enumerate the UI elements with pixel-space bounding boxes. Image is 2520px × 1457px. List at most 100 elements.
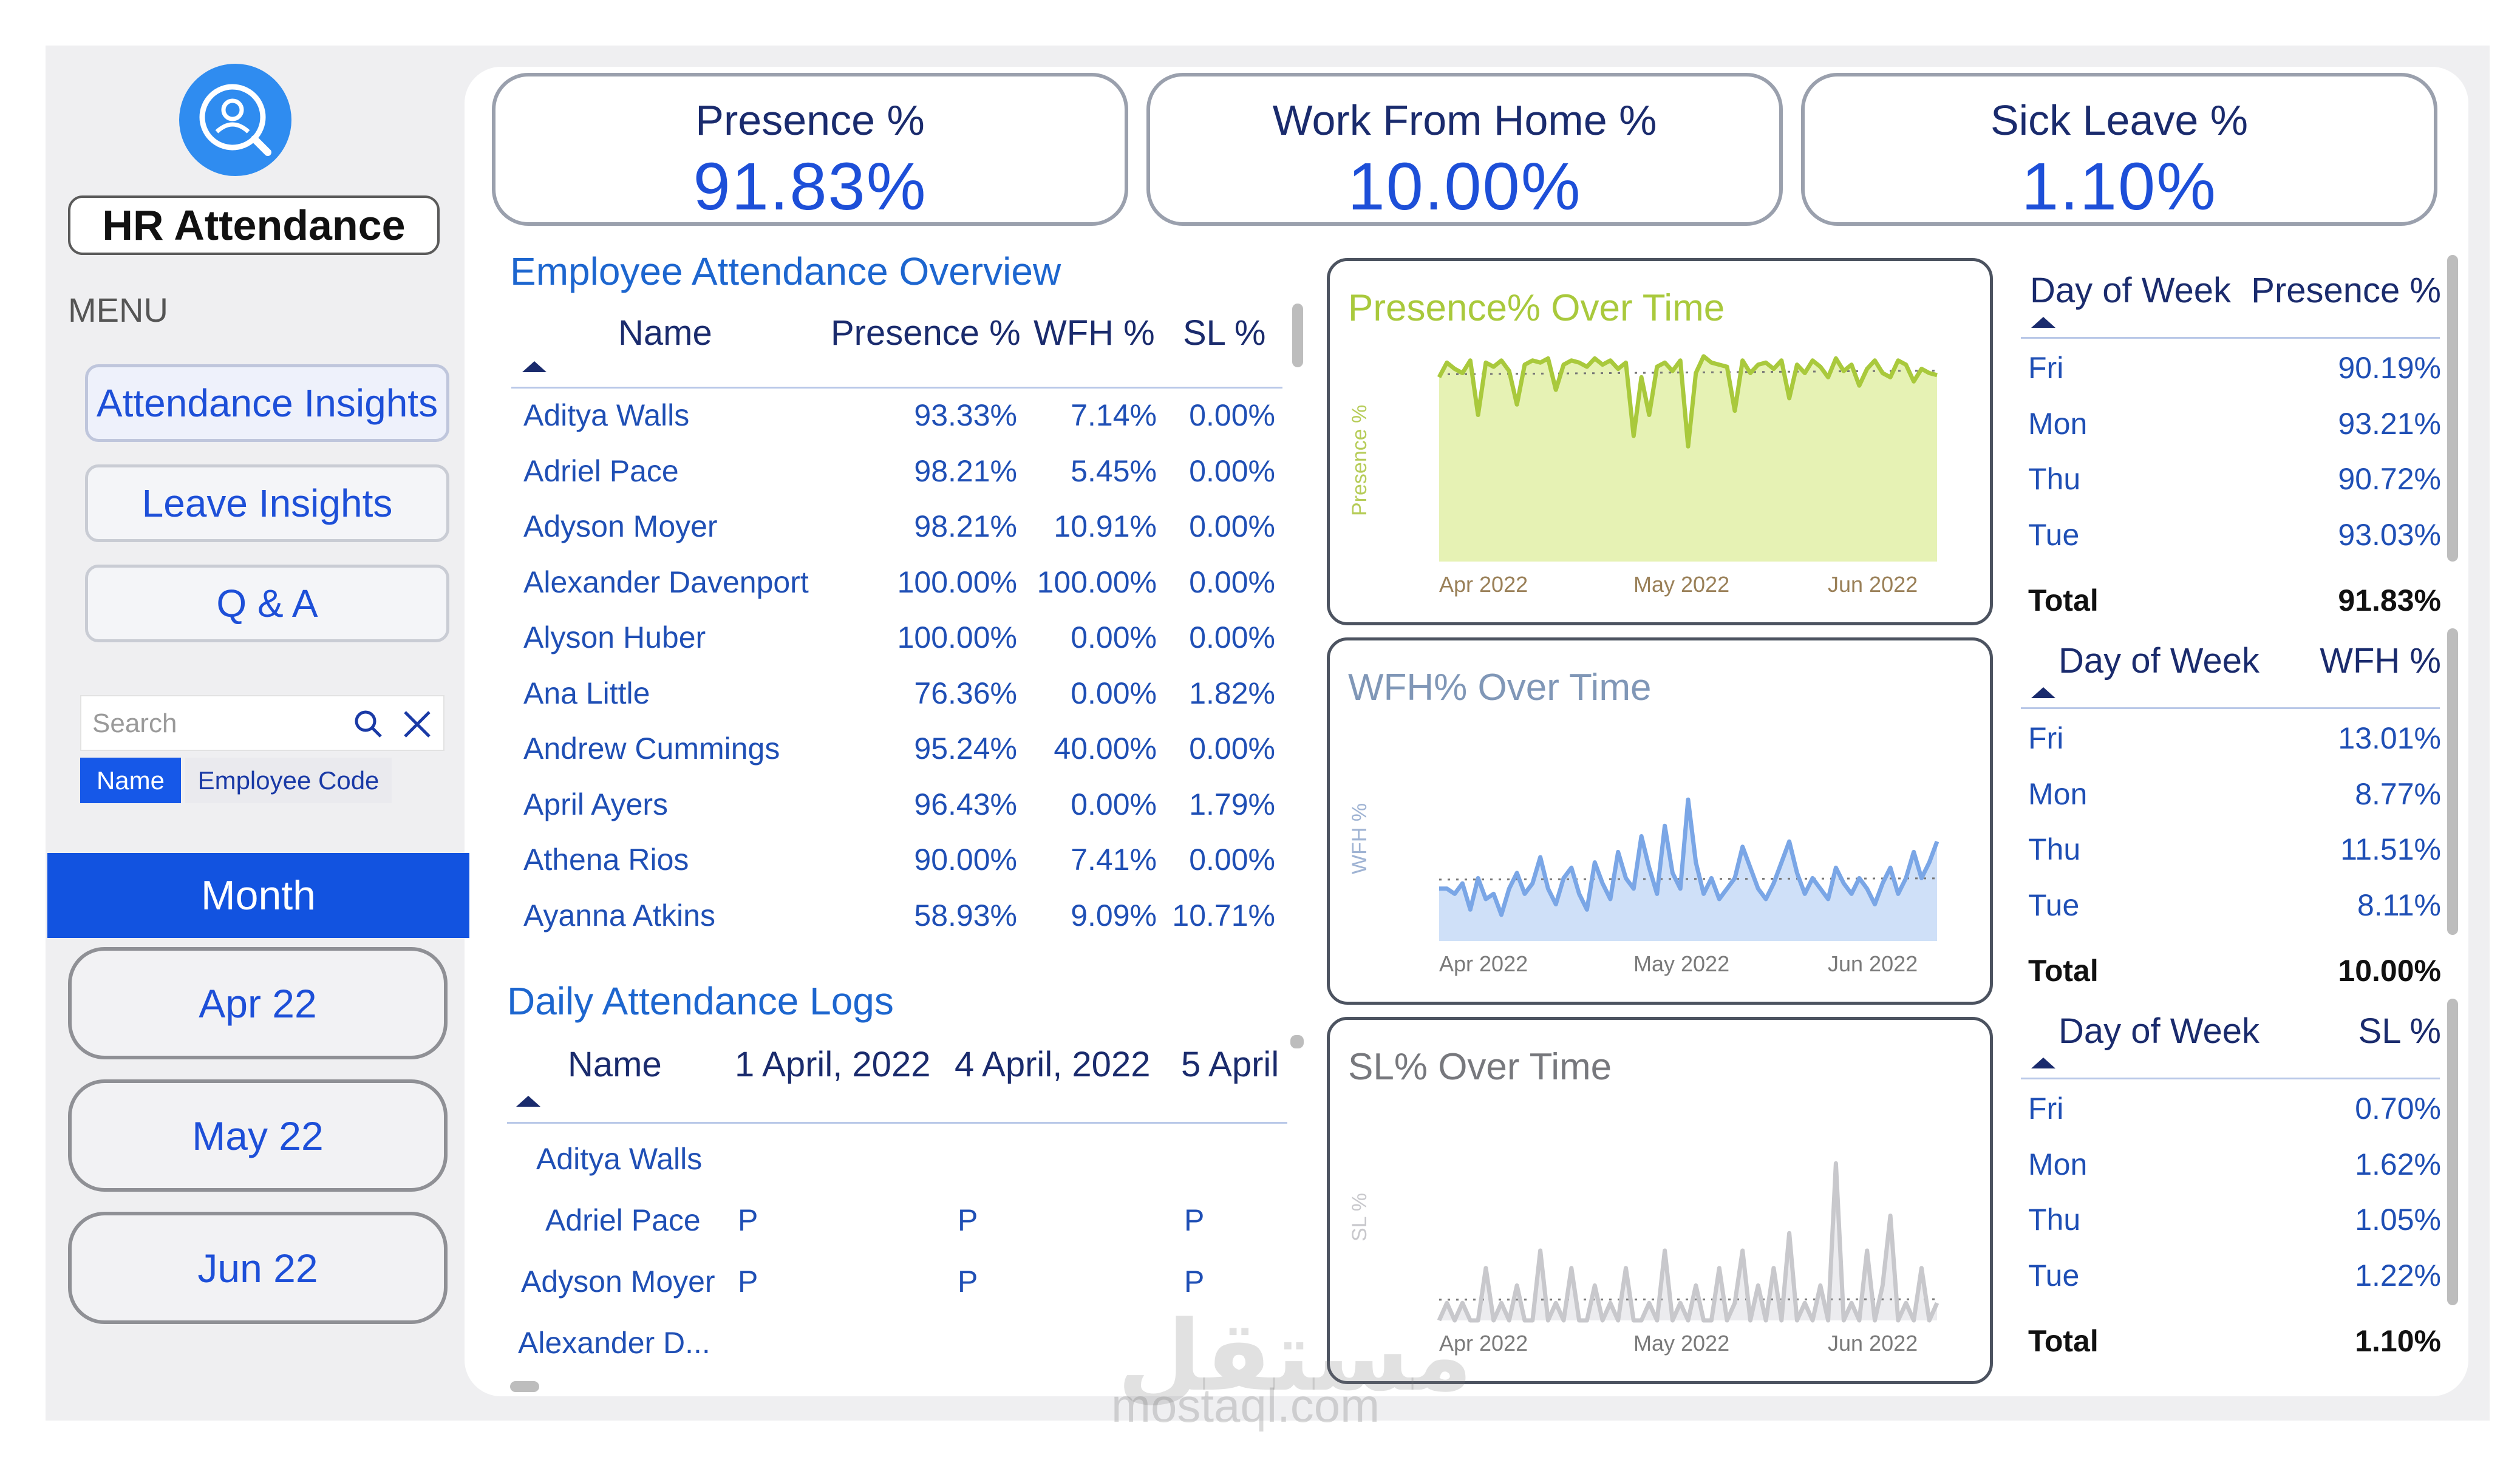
clear-icon[interactable] [400, 707, 434, 744]
value-cell: 0.00% [1189, 843, 1275, 877]
dow-day-cell: Thu [2028, 1203, 2081, 1237]
month-may-22[interactable]: May 22 [68, 1079, 448, 1192]
log-employee-name[interactable]: Aditya Walls [536, 1142, 703, 1176]
value-cell: 98.21% [914, 509, 1017, 543]
sl-chart-card: SL% Over Time SL % Apr 2022 May 2022 Jun 2… [1327, 1017, 1993, 1384]
presence-chart[interactable]: Apr 2022 May 2022 Jun 2022 [1330, 261, 1990, 622]
nav-attendance-insights[interactable]: Attendance Insights [85, 364, 449, 442]
dow-day-cell: Tue [2028, 888, 2080, 922]
dow-header-divider [2021, 1078, 2440, 1079]
value-cell: 76.36% [914, 676, 1017, 710]
search-by-name-toggle[interactable]: Name [80, 758, 181, 803]
hr-search-icon [179, 64, 291, 176]
dow-col-day[interactable]: Day of Week [2059, 1011, 2259, 1051]
presence-chart-card: Presence% Over Time Presence % Apr 2022 M… [1327, 258, 1993, 625]
log-col-date-2[interactable]: 4 April, 2022 [955, 1045, 1151, 1084]
overview-scrollbar[interactable] [1292, 304, 1303, 367]
nav-qa[interactable]: Q & A [85, 565, 449, 642]
series-line[interactable] [1437, 1161, 1939, 1323]
wfh-chart[interactable]: Apr 2022 May 2022 Jun 2022 [1330, 640, 1990, 1002]
header-divider [511, 387, 1282, 389]
dow-value-cell: 13.01% [2338, 721, 2441, 755]
dow-value-cell: 11.51% [2340, 832, 2441, 866]
month-jun-22[interactable]: Jun 22 [68, 1212, 448, 1324]
dow-scrollbar-3[interactable] [2447, 999, 2458, 1305]
dow-value-cell: 1.05% [2355, 1203, 2441, 1237]
month-apr-22[interactable]: Apr 22 [68, 947, 448, 1059]
employee-name-cell[interactable]: Alyson Huber [523, 620, 706, 654]
dow-col-day[interactable]: Day of Week [2059, 641, 2259, 681]
employee-name-cell[interactable]: April Ayers [523, 787, 669, 821]
x-tick-label: Apr 2022 [1439, 951, 1528, 976]
kpi-presence: Presence % 91.83% [492, 73, 1128, 226]
month-header: Month [47, 853, 469, 938]
series-line[interactable] [1437, 354, 1938, 449]
value-cell: 100.00% [897, 620, 1017, 654]
dow-header-divider [2021, 337, 2440, 339]
dow-col-value[interactable]: WFH % [2320, 641, 2441, 681]
employee-name-cell[interactable]: Andrew Cummings [523, 732, 780, 766]
x-tick-label: Apr 2022 [1439, 1331, 1528, 1356]
value-cell: 100.00% [897, 565, 1017, 599]
sort-ascending-icon[interactable] [2031, 317, 2055, 328]
dow-value-cell: 8.77% [2355, 776, 2441, 811]
log-employee-name[interactable]: Alexander D... [518, 1326, 710, 1360]
dow-scrollbar-2[interactable] [2447, 628, 2458, 935]
chart-title: WFH% Over Time [1348, 667, 1652, 708]
employee-name-cell[interactable]: Adriel Pace [523, 453, 679, 488]
col-name[interactable]: Name [618, 313, 712, 353]
employee-name-cell[interactable]: Alexander Davenport [523, 565, 809, 599]
value-cell: 10.71% [1172, 898, 1275, 932]
value-cell: 5.45% [1071, 453, 1157, 488]
series-area [1439, 1163, 1937, 1320]
x-tick-label: Jun 2022 [1828, 1331, 1918, 1356]
logs-hscrollbar[interactable] [510, 1381, 539, 1392]
series-line[interactable] [1439, 797, 1939, 917]
value-cell: 0.00% [1189, 509, 1275, 543]
logs-scrollbar[interactable] [1290, 1035, 1304, 1048]
col-wfh[interactable]: WFH % [1034, 313, 1155, 353]
value-cell: 0.00% [1071, 620, 1157, 654]
search-by-code-toggle[interactable]: Employee Code [185, 758, 392, 803]
dow-total-label: Total [2028, 1324, 2099, 1358]
dow-day-cell: Thu [2028, 462, 2081, 496]
employee-name-cell[interactable]: Ayanna Atkins [523, 898, 715, 932]
dow-col-value[interactable]: SL % [2358, 1011, 2441, 1051]
attendance-status-cell: P [1184, 1203, 1205, 1237]
sort-ascending-icon[interactable] [522, 361, 547, 372]
employee-name-cell[interactable]: Aditya Walls [523, 398, 690, 432]
col-sl[interactable]: SL % [1183, 313, 1266, 353]
log-employee-name[interactable]: Adyson Moyer [521, 1265, 715, 1299]
x-tick-label: May 2022 [1633, 1331, 1729, 1356]
dow-col-value[interactable]: Presence % [2251, 271, 2441, 310]
attendance-status-cell: P [1184, 1265, 1205, 1299]
sort-ascending-icon[interactable] [2031, 687, 2055, 698]
kpi-value: 10.00% [1347, 149, 1582, 224]
dow-total-value: 10.00% [2338, 954, 2441, 988]
log-employee-name[interactable]: Adriel Pace [545, 1203, 701, 1237]
log-col-date-1[interactable]: 1 April, 2022 [735, 1045, 931, 1084]
nav-leave-insights[interactable]: Leave Insights [85, 464, 449, 542]
sl-chart[interactable]: Apr 2022 May 2022 Jun 2022 [1330, 1020, 1990, 1381]
dow-value-cell: 93.21% [2338, 406, 2441, 441]
log-col-date-3[interactable]: 5 April [1181, 1045, 1279, 1084]
search-input[interactable]: Search [80, 695, 444, 751]
employee-name-cell[interactable]: Adyson Moyer [523, 509, 718, 543]
value-cell: 100.00% [1037, 565, 1157, 599]
search-icon[interactable] [352, 707, 386, 744]
value-cell: 93.33% [914, 398, 1017, 432]
sort-ascending-icon[interactable] [516, 1096, 540, 1107]
employee-name-cell[interactable]: Athena Rios [523, 843, 689, 877]
dow-header-divider [2021, 707, 2440, 709]
series-area [1439, 356, 1937, 562]
wfh-chart-card: WFH% Over Time WFH % Apr 2022 May 2022 Jun… [1327, 637, 1993, 1005]
col-presence[interactable]: Presence % [831, 313, 1021, 353]
employee-name-cell[interactable]: Ana Little [523, 676, 650, 710]
dow-col-day[interactable]: Day of Week [2030, 271, 2231, 310]
dow-scrollbar-1[interactable] [2447, 255, 2458, 562]
sort-ascending-icon[interactable] [2031, 1058, 2055, 1068]
x-tick-label: May 2022 [1633, 951, 1729, 976]
kpi-value: 1.10% [2021, 149, 2217, 224]
log-col-name[interactable]: Name [568, 1045, 662, 1084]
value-cell: 98.21% [914, 453, 1017, 488]
